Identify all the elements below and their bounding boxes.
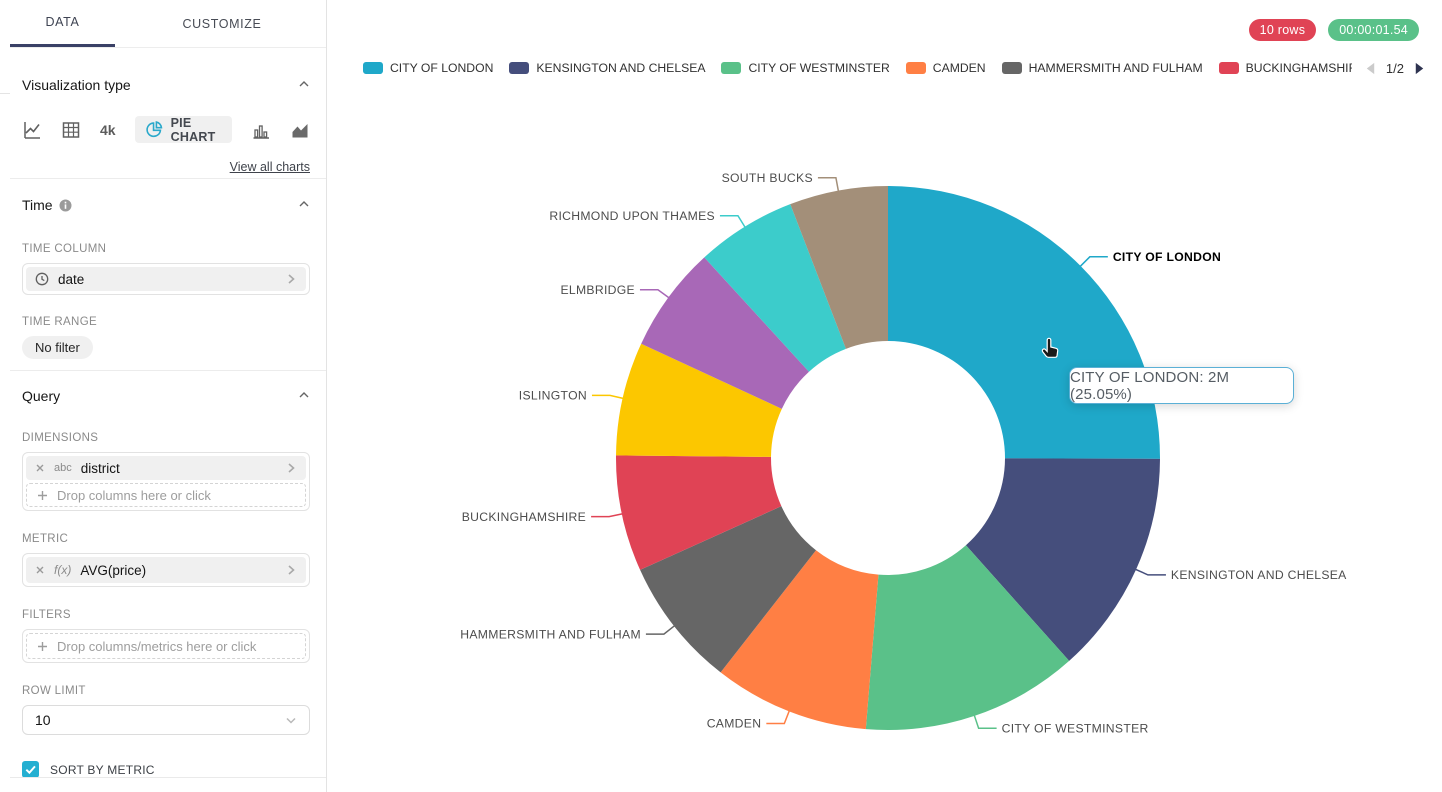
divider (0, 93, 10, 94)
plus-icon (37, 641, 48, 652)
chevron-up-icon[interactable] (298, 76, 310, 94)
area-chart-icon[interactable] (290, 120, 310, 140)
viz-option-label: PIE CHART (170, 115, 216, 144)
plus-icon (37, 490, 48, 501)
legend-prev-icon[interactable] (1364, 61, 1377, 76)
function-type-label: f(x) (54, 563, 72, 577)
view-all-charts-link[interactable]: View all charts (229, 160, 310, 174)
metric-control: f(x) AVG(price) (22, 553, 310, 587)
legend-label: BUCKINGHAMSHIRE (1245, 61, 1352, 75)
clock-icon (35, 272, 49, 286)
viz-option-pie-chart[interactable]: PIE CHART (134, 115, 232, 144)
time-column-label: TIME COLUMN (22, 243, 107, 255)
remove-icon[interactable] (35, 463, 45, 473)
legend-label: HAMMERSMITH AND FULHAM (1028, 61, 1203, 75)
dimension-name: district (80, 460, 120, 476)
pointer-hand-cursor-icon (1039, 337, 1061, 366)
control-panel-tabs: DATA CUSTOMIZE (10, 0, 326, 48)
chart-tooltip: CITY OF LONDON: 2M (25.05%) (1069, 367, 1294, 404)
legend-items: CITY OF LONDON KENSINGTON AND CHELSEA CITY… (363, 61, 1352, 75)
time-column-value: date (58, 271, 85, 287)
dropzone-placeholder: Drop columns here or click (57, 487, 211, 503)
chevron-down-icon (285, 714, 297, 726)
legend-swatch (721, 62, 742, 74)
query-duration-badge[interactable]: 00:00:01.54 (1328, 19, 1419, 41)
info-icon (59, 199, 72, 212)
sort-by-metric-checkbox[interactable] (22, 761, 39, 778)
dimensions-dropzone[interactable]: Drop columns here or click (26, 483, 306, 507)
column-type-label: abc (54, 462, 72, 474)
row-limit-label: ROW LIMIT (22, 685, 86, 697)
pie-chart-icon (145, 120, 164, 139)
legend-item[interactable]: BUCKINGHAMSHIRE (1218, 61, 1352, 75)
time-range-label: TIME RANGE (22, 316, 98, 328)
filters-dropzone[interactable]: Drop columns/metrics here or click (26, 633, 306, 659)
legend-swatch (905, 62, 926, 74)
chevron-right-icon[interactable] (285, 462, 297, 474)
line-chart-icon[interactable] (22, 120, 42, 140)
legend-label: CITY OF WESTMINSTER (748, 61, 890, 75)
control-panel: DATA CUSTOMIZE Visualization type (10, 0, 327, 792)
row-count-badge[interactable]: 10 rows (1248, 19, 1317, 41)
row-limit-value: 10 (35, 712, 51, 728)
legend-item[interactable]: CAMDEN (905, 61, 986, 75)
section-title: Query (22, 388, 61, 404)
legend-label: CITY OF LONDON (390, 61, 494, 75)
metric-name: AVG(price) (80, 562, 147, 578)
section-title: Visualization type (22, 77, 131, 93)
sort-by-metric-label: SORT BY METRIC (50, 762, 155, 777)
dimensions-label: DIMENSIONS (22, 432, 99, 444)
legend-swatch (1001, 62, 1022, 74)
legend-label: KENSINGTON AND CHELSEA (536, 61, 706, 75)
dimensions-control: abc district Drop columns here or click (22, 452, 310, 511)
legend-pager: 1/2 (1364, 61, 1426, 76)
bar-chart-icon[interactable] (251, 120, 271, 140)
row-limit-select[interactable]: 10 (22, 705, 310, 735)
visualization-type-section: Visualization type 4k (10, 48, 326, 178)
chevron-right-icon[interactable] (285, 564, 297, 576)
chart-legend: CITY OF LONDON KENSINGTON AND CHELSEA CITY… (363, 59, 1426, 77)
chevron-up-icon[interactable] (298, 196, 310, 214)
collapsed-datasource-panel[interactable] (0, 0, 11, 792)
metric-label: METRIC (22, 533, 69, 545)
sort-by-metric-row[interactable]: SORT BY METRIC (22, 761, 310, 778)
legend-page-label: 1/2 (1385, 60, 1404, 76)
dimension-chip-district[interactable]: abc district (26, 456, 306, 480)
metric-chip-avg-price[interactable]: f(x) AVG(price) (26, 557, 306, 583)
filters-label: FILTERS (22, 609, 71, 621)
legend-swatch (363, 62, 383, 74)
legend-label: CAMDEN (932, 61, 986, 75)
legend-item[interactable]: HAMMERSMITH AND FULHAM (1001, 61, 1203, 75)
section-title: Time (22, 197, 53, 213)
big-number-viz-icon[interactable]: 4k (100, 121, 116, 138)
legend-item[interactable]: CITY OF LONDON (363, 61, 493, 75)
table-icon[interactable] (61, 120, 81, 140)
legend-swatch (509, 62, 530, 74)
query-section: Query DIMENSIONS abc district (10, 370, 326, 778)
time-column-control[interactable]: date (22, 263, 310, 295)
legend-item[interactable]: CITY OF WESTMINSTER (721, 61, 890, 75)
chevron-up-icon[interactable] (298, 387, 310, 405)
tab-customize[interactable]: CUSTOMIZE (182, 16, 262, 31)
time-section: Time TIME COLUMN (10, 178, 326, 370)
legend-item[interactable]: KENSINGTON AND CHELSEA (509, 61, 705, 75)
legend-next-icon[interactable] (1413, 61, 1426, 76)
filters-control: Drop columns/metrics here or click (22, 629, 310, 663)
legend-swatch (1218, 62, 1239, 74)
time-range-value[interactable]: No filter (22, 336, 93, 359)
dropzone-placeholder: Drop columns/metrics here or click (57, 638, 257, 654)
chevron-right-icon[interactable] (285, 273, 297, 285)
divider (10, 777, 326, 778)
remove-icon[interactable] (35, 565, 45, 575)
tab-data[interactable]: DATA (10, 0, 115, 47)
